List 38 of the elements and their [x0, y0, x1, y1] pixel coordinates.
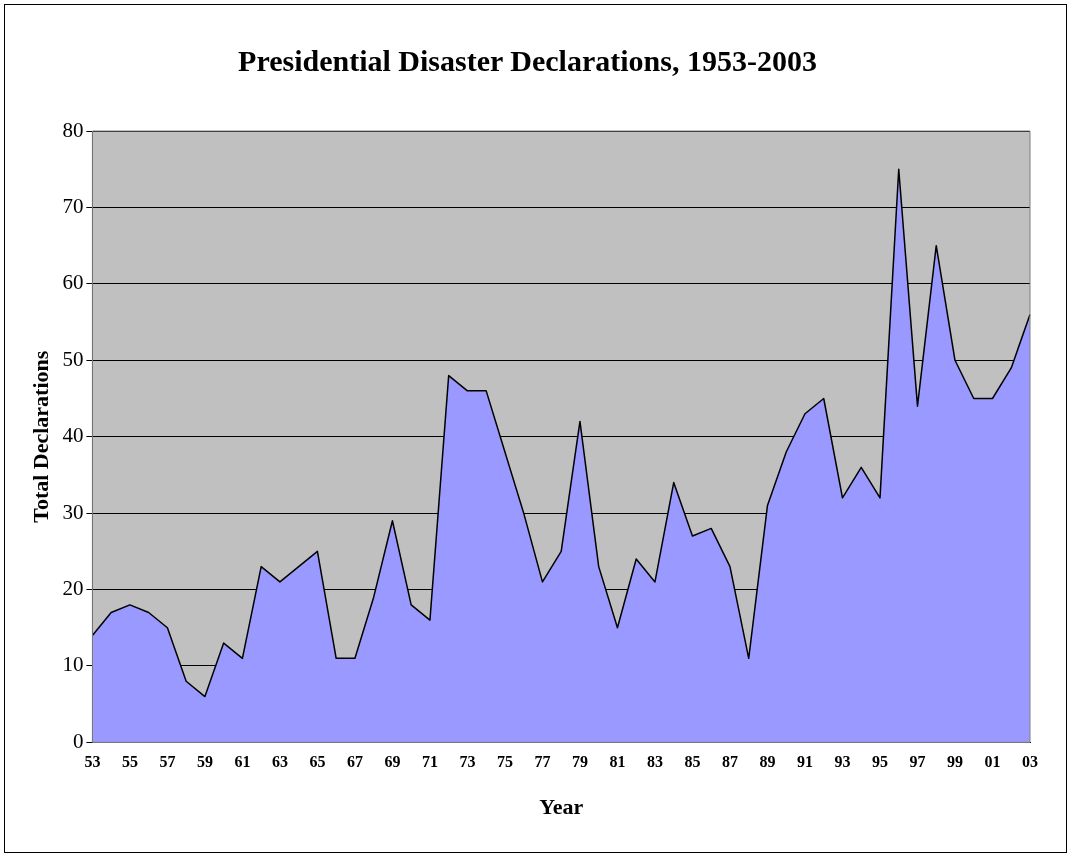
x-tick-label: 83: [646, 753, 663, 771]
x-tick-label: 59: [196, 753, 213, 771]
x-tick-label: 93: [834, 753, 851, 771]
x-tick-label: 99: [946, 753, 963, 771]
y-tick-label: 20: [62, 576, 84, 601]
y-tick-label: 80: [62, 117, 84, 142]
y-tick-label: 30: [62, 499, 84, 524]
x-tick-label: 61: [234, 753, 251, 771]
x-tick-label: 73: [459, 753, 476, 771]
x-tick-label: 63: [271, 753, 288, 771]
x-tick-label: 57: [159, 753, 176, 771]
y-tick-label: 40: [62, 423, 84, 448]
x-tick-label: 91: [796, 753, 813, 771]
x-tick-label: 71: [421, 753, 438, 771]
x-tick-label: 79: [571, 753, 588, 771]
x-axis-title: Year: [539, 794, 584, 820]
x-tick-label: 81: [609, 753, 626, 771]
x-tick-label: 75: [496, 753, 513, 771]
y-tick-label: 50: [62, 346, 84, 371]
x-tick-label: 01: [984, 753, 1001, 771]
y-tick-label: 70: [62, 193, 84, 218]
x-tick-label: 85: [684, 753, 701, 771]
y-tick-label: 60: [62, 270, 84, 295]
x-tick-label: 55: [121, 753, 138, 771]
x-tick-label: 67: [346, 753, 363, 771]
x-tick-label: 95: [871, 753, 888, 771]
x-tick-label: 03: [1022, 753, 1038, 771]
x-tick-label: 53: [84, 753, 101, 771]
x-tick-label: 65: [309, 753, 326, 771]
x-tick-label: 69: [384, 753, 401, 771]
x-tick-label: 97: [909, 753, 926, 771]
x-tick-label: 87: [721, 753, 738, 771]
x-tick-label: 89: [759, 753, 776, 771]
y-axis-title: Total Declarations: [27, 350, 53, 523]
chart-title: Presidential Disaster Declarations, 1953-2003: [238, 43, 817, 77]
y-tick-label: 0: [72, 728, 84, 753]
x-tick-label: 77: [534, 753, 551, 771]
y-tick-label: 10: [62, 652, 84, 677]
